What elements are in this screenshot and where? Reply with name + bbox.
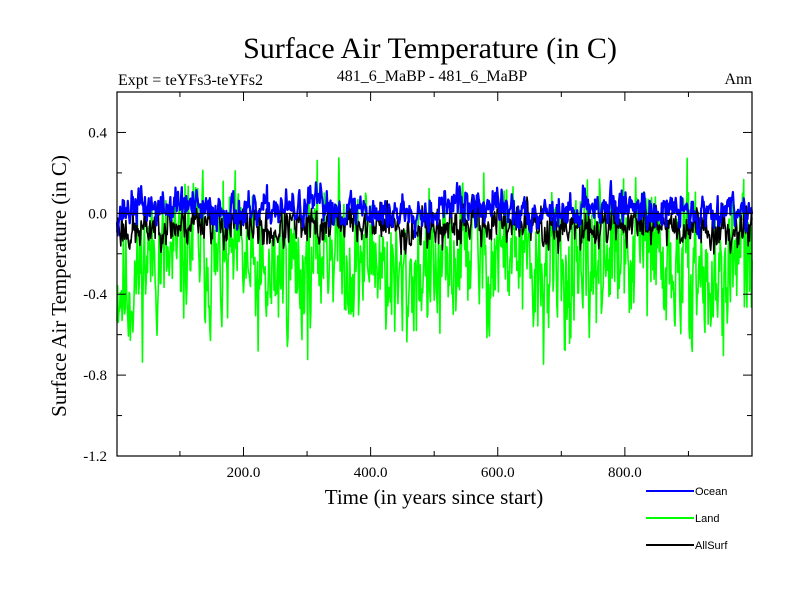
y-tick-label: -1.2: [83, 449, 107, 465]
x-tick-label: 400.0: [354, 465, 388, 481]
x-tick-label: 800.0: [608, 465, 642, 481]
legend-label: AllSurf: [695, 540, 728, 552]
y-axis-label: Surface Air Temperature (in C): [47, 155, 71, 417]
x-tick-label: 200.0: [227, 465, 261, 481]
legend: Ocean Land AllSurf: [646, 486, 728, 552]
y-tick-label: -0.8: [83, 368, 107, 384]
chart-title: Surface Air Temperature (in C): [243, 32, 617, 65]
legend-label: Land: [695, 513, 719, 525]
axis-ticks: 200.0 400.0 600.0 800.0 -1.2 -0.8 -0.4 0.0 0.4: [83, 92, 752, 481]
y-tick-label: -0.4: [83, 287, 107, 303]
legend-item-ocean: Ocean: [646, 486, 727, 498]
series-line-land: [116, 157, 753, 365]
subtitle-left: Expt = teYFs3-teYFs2: [118, 72, 263, 89]
x-axis-label: Time (in years since start): [325, 485, 544, 509]
y-tick-label: 0.0: [88, 206, 107, 222]
series-layer: [115, 157, 754, 365]
legend-label: Ocean: [695, 486, 727, 498]
subtitle-center: 481_6_MaBP - 481_6_MaBP: [337, 68, 528, 85]
y-tick-label: 0.4: [88, 125, 107, 141]
legend-item-land: Land: [646, 513, 719, 525]
legend-item-allsurf: AllSurf: [646, 540, 728, 552]
subtitle-right: Ann: [724, 71, 752, 88]
x-tick-label: 600.0: [481, 465, 515, 481]
